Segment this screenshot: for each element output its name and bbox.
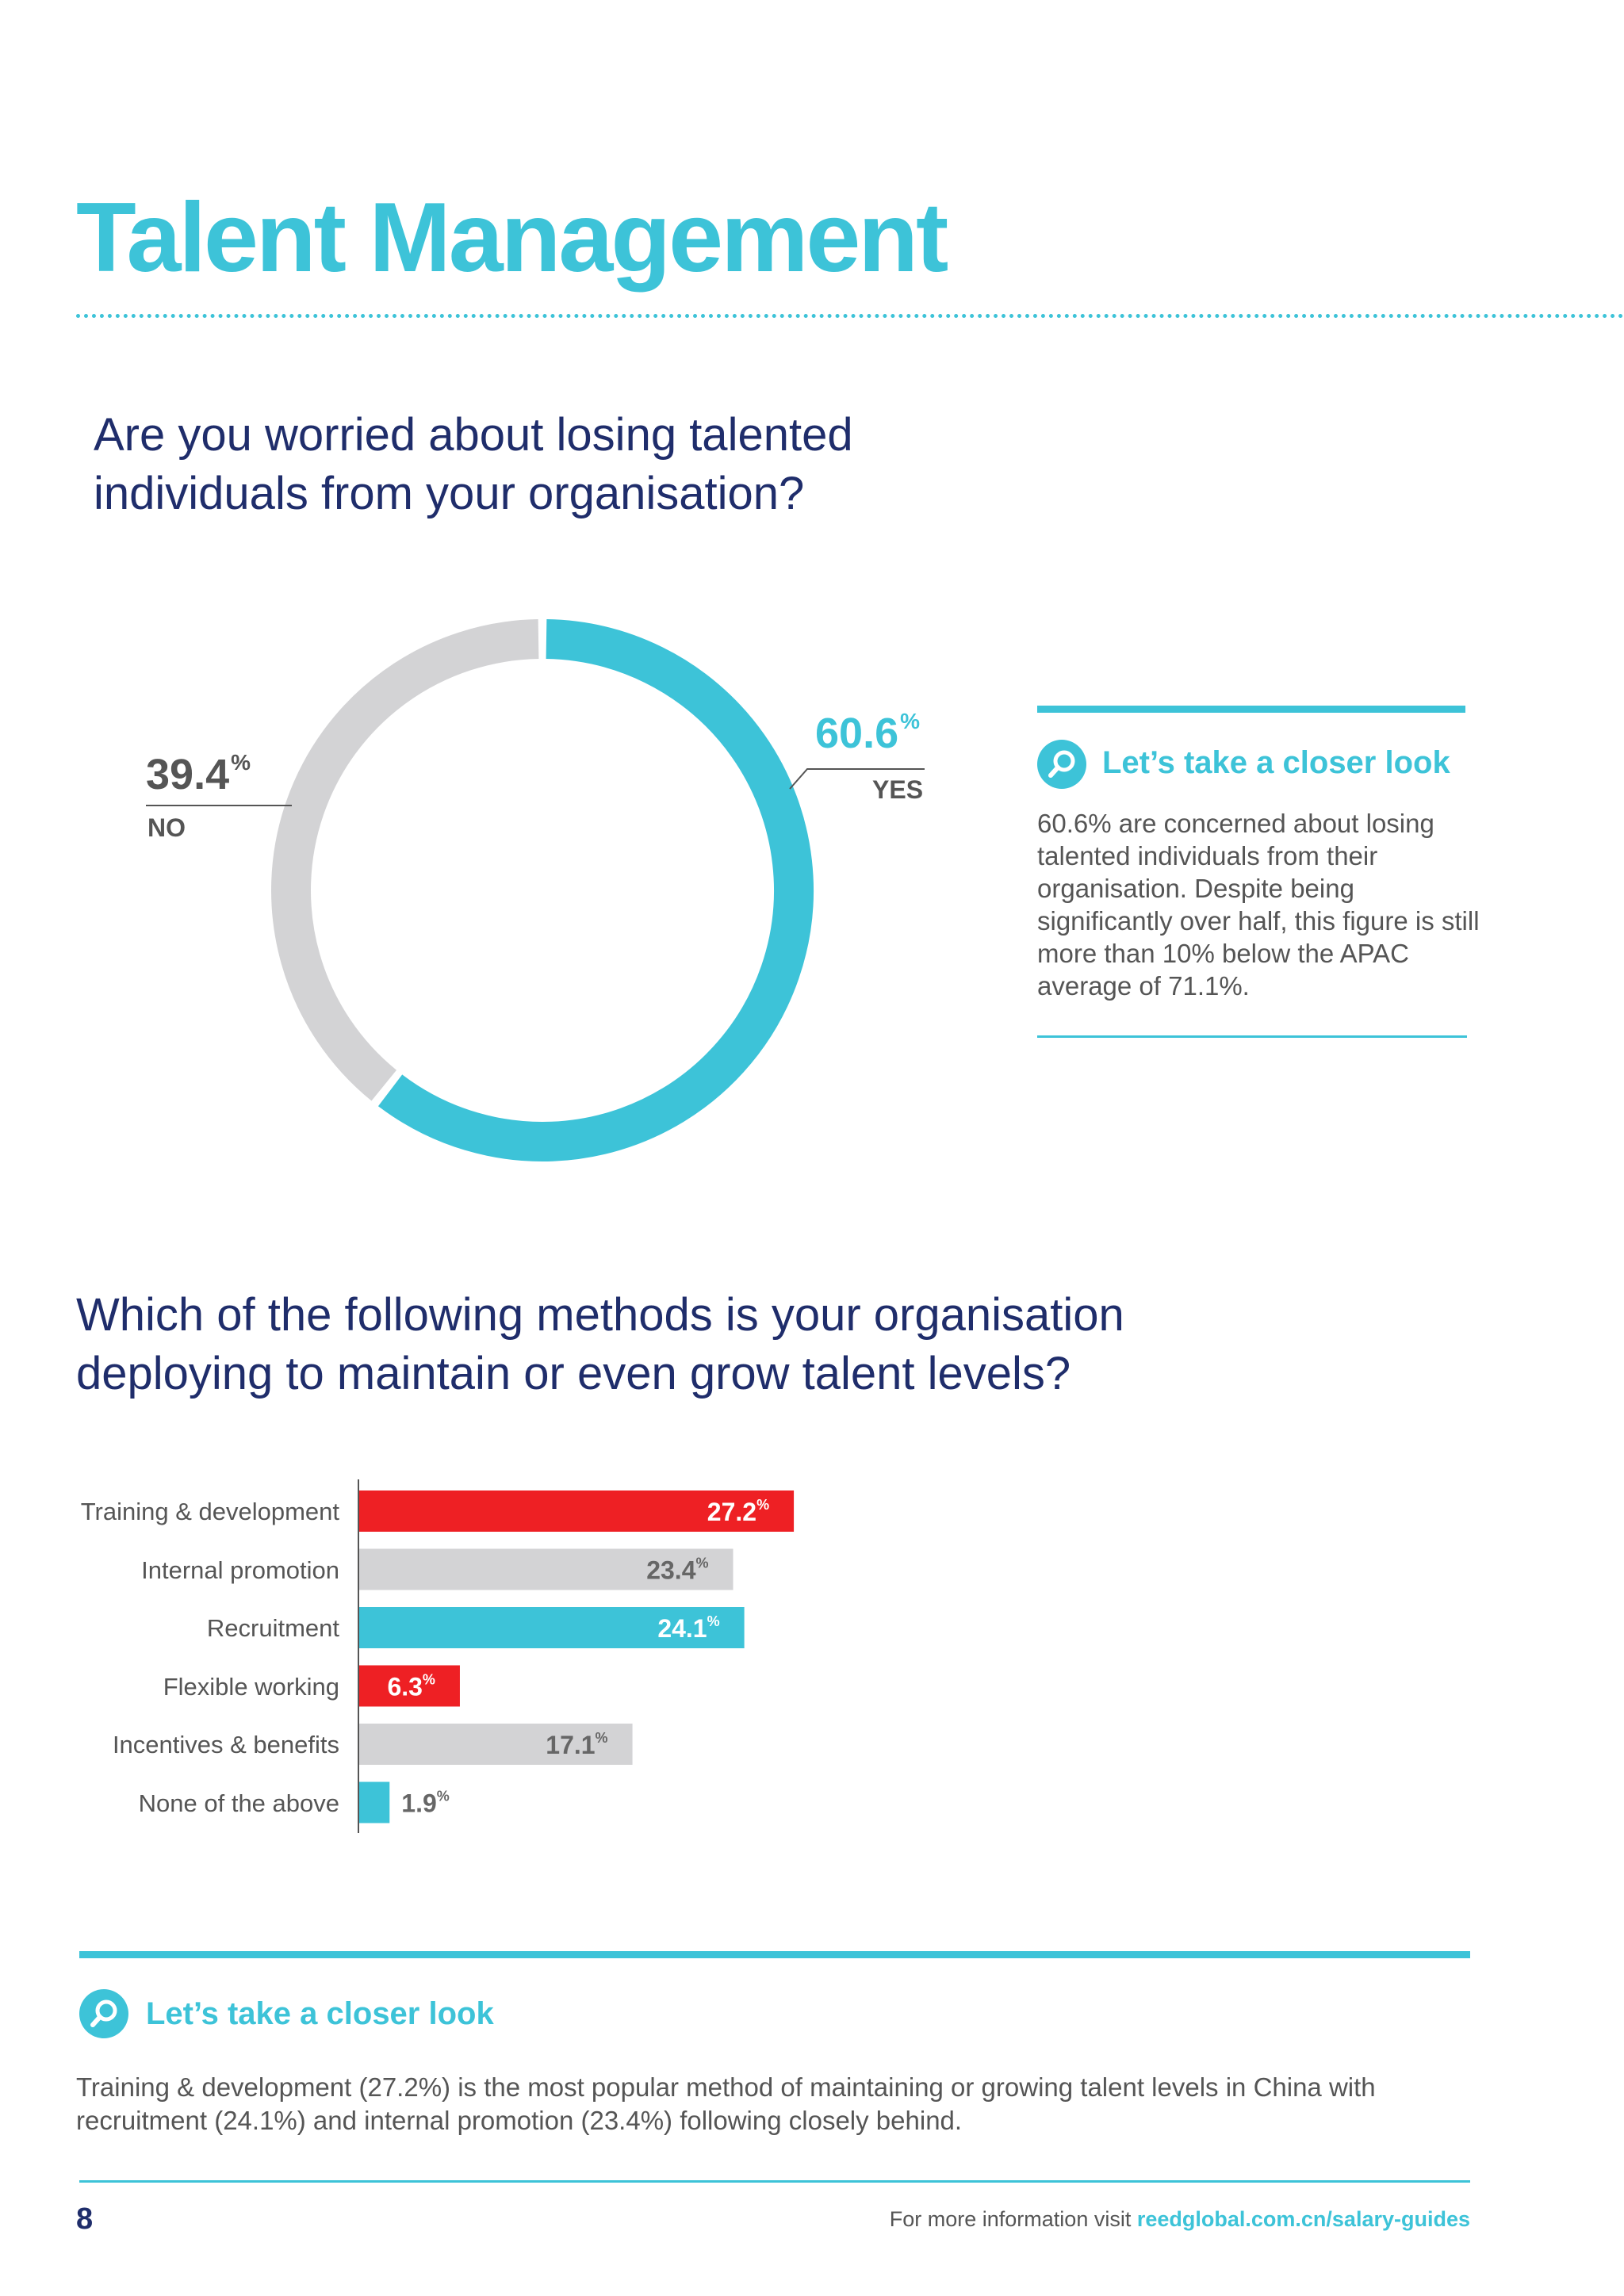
bar-category-label: Recruitment (206, 1614, 339, 1642)
donut-value-no-number: 39.4 (146, 751, 230, 798)
dotted-divider (76, 314, 1624, 318)
magnifier-icon-glyph (90, 1999, 117, 2027)
bar-value-unit: % (707, 1613, 720, 1629)
bar-category-label: Incentives & benefits (112, 1731, 339, 1758)
bar-4 (359, 1724, 633, 1765)
bar-value-unit: % (695, 1556, 708, 1571)
page-number: 8 (76, 2202, 94, 2236)
bar-5 (359, 1781, 390, 1823)
bar-category-label: Internal promotion (141, 1556, 339, 1584)
closer-look-text: 60.6% are concerned about losing talente… (1037, 809, 1480, 1001)
bar-0 (359, 1490, 795, 1532)
donut-value-yes-unit: % (900, 709, 921, 733)
donut-slice-yes (377, 619, 814, 1161)
donut-value-no: 39.4% (146, 750, 251, 798)
bar-2 (359, 1607, 745, 1648)
bar-category-label: Training & development (80, 1498, 339, 1525)
bar-value-unit: % (423, 1672, 435, 1688)
donut-value-yes-number: 60.6 (815, 710, 899, 757)
bar-value-unit: % (437, 1789, 450, 1804)
bar-1 (359, 1548, 733, 1590)
magnifier-icon (1037, 740, 1086, 789)
bar-value-label: 1.9% (401, 1789, 450, 1818)
closer-look-top-rule (1037, 706, 1465, 713)
donut-label-no: NO (147, 813, 186, 842)
leader-line-yes (789, 768, 925, 790)
bar-category-label: Flexible working (163, 1672, 339, 1701)
bar-3 (359, 1665, 460, 1707)
bar-value-label: 17.1% (546, 1730, 607, 1759)
donut-value-yes: 60.6% (815, 709, 921, 757)
donut-label-yes: YES (872, 775, 924, 804)
magnifier-icon-glyph (1048, 750, 1075, 778)
footer-text: For more information visit (889, 2207, 1132, 2231)
question-worried-about-losing-talent: Are you worried about losing talented in… (94, 409, 853, 519)
closer-look-2-bottom-rule (79, 2180, 1470, 2183)
bar-category-label: None of the above (138, 1789, 339, 1817)
bar-value-unit: % (756, 1497, 769, 1513)
closer-look-bottom-rule (1037, 1035, 1467, 1038)
closer-look-title: Let’s take a closer look (1102, 745, 1450, 780)
footer-link[interactable]: reedglobal.com.cn/salary-guides (1136, 2207, 1470, 2231)
bar-value-unit: % (596, 1730, 608, 1746)
magnifier-icon (79, 1989, 128, 2038)
question-talent-methods: Which of the following methods is your o… (76, 1289, 1124, 1399)
closer-look-2-top-rule (79, 1951, 1470, 1958)
donut-slice-no (271, 619, 539, 1101)
donut-value-no-unit: % (231, 750, 251, 775)
bar-chart: 27.2%23.4%24.1%6.3%17.1%1.9% (358, 1479, 795, 1833)
page-title: Talent Management (76, 183, 948, 293)
donut-chart (146, 619, 925, 1161)
footer: For more information visit reedglobal.co… (890, 2207, 1470, 2232)
closer-look-2-title: Let’s take a closer look (146, 1996, 494, 2031)
closer-look-2-text: Training & development (27.2%) is the mo… (76, 2072, 1376, 2135)
